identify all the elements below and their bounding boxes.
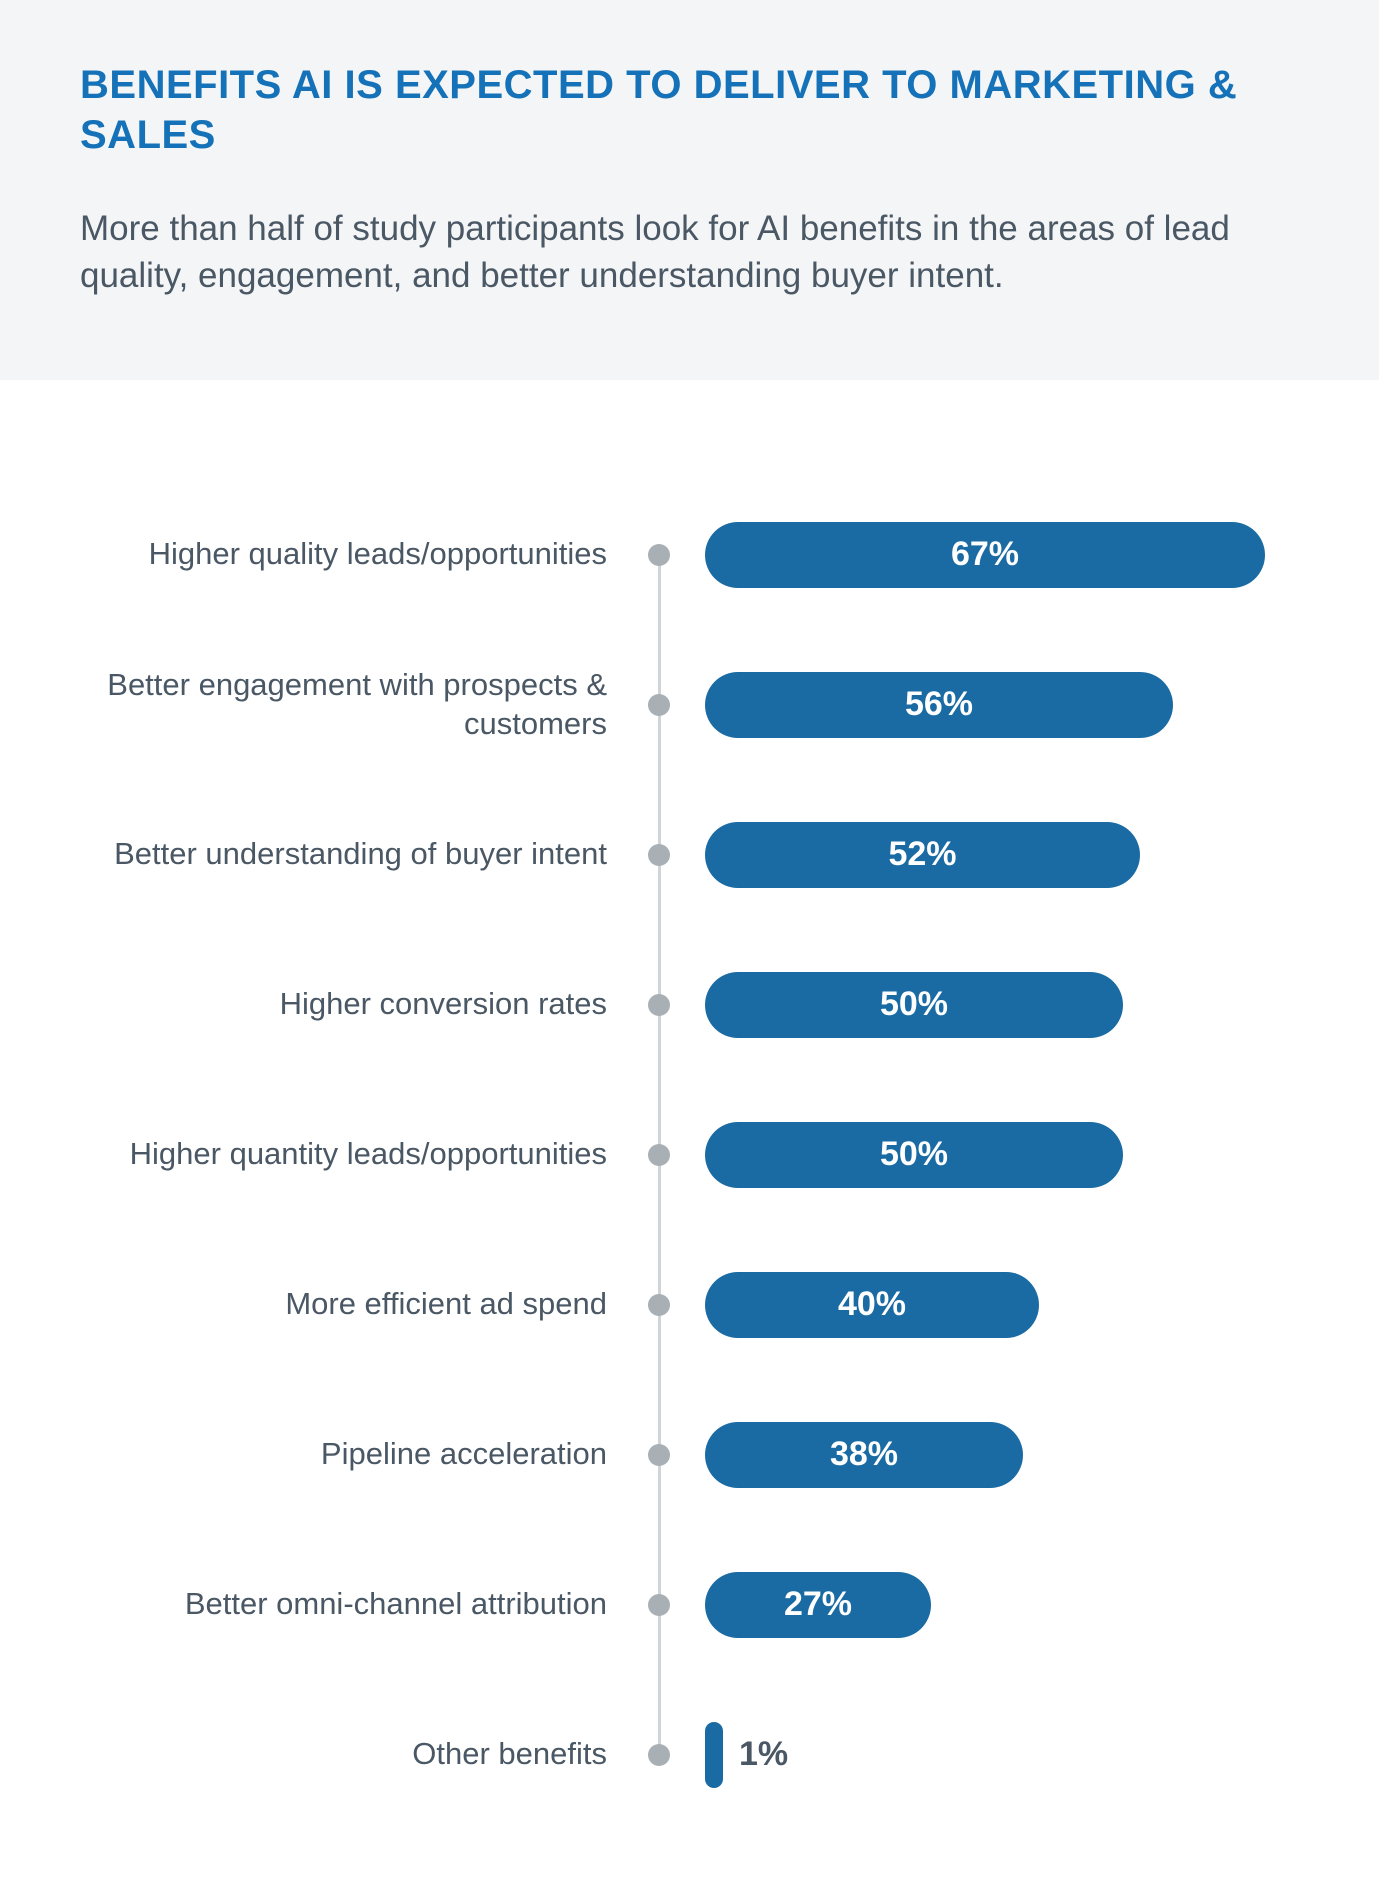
bar-label: Higher quantity leads/opportunities bbox=[60, 1135, 635, 1174]
bar-label: Higher conversion rates bbox=[60, 985, 635, 1024]
axis-dot-icon bbox=[648, 1744, 670, 1766]
bar-label: Better omni-channel attribution bbox=[60, 1585, 635, 1624]
bar-value: 56% bbox=[905, 685, 973, 724]
chart-subtitle: More than half of study participants loo… bbox=[80, 205, 1260, 300]
chart-row: Other benefits 1% 1% bbox=[60, 1680, 1319, 1830]
axis-dot-icon bbox=[648, 1294, 670, 1316]
bar-cell: 38%38% bbox=[683, 1422, 1319, 1488]
axis-cell bbox=[635, 780, 683, 930]
chart-row: Higher quality leads/opportunities 67%67% bbox=[60, 480, 1319, 630]
axis-cell bbox=[635, 930, 683, 1080]
bar-value: 40% bbox=[838, 1285, 906, 1324]
bar-cell: 40%40% bbox=[683, 1272, 1319, 1338]
bar-value: 50% bbox=[880, 985, 948, 1024]
bar: 27% bbox=[705, 1572, 931, 1638]
axis-cell bbox=[635, 1380, 683, 1530]
bar: 50% bbox=[705, 972, 1123, 1038]
bar-label: Pipeline acceleration bbox=[60, 1435, 635, 1474]
bar-label: More efficient ad spend bbox=[60, 1285, 635, 1324]
chart-row: Pipeline acceleration 38%38% bbox=[60, 1380, 1319, 1530]
axis-dot-icon bbox=[648, 1444, 670, 1466]
chart-row: Higher quantity leads/opportunities 50%50… bbox=[60, 1080, 1319, 1230]
bar-value: 27% bbox=[784, 1585, 852, 1624]
axis-cell bbox=[635, 1230, 683, 1380]
bar: 38% bbox=[705, 1422, 1023, 1488]
chart-row: Better engagement with prospects & custo… bbox=[60, 630, 1319, 780]
bar: 52% bbox=[705, 822, 1140, 888]
axis-cell bbox=[635, 1080, 683, 1230]
axis-dot-icon bbox=[648, 994, 670, 1016]
bar-value-outside: 1% bbox=[739, 1735, 788, 1774]
bar: 67% bbox=[705, 522, 1265, 588]
bar-cell: 1% 1% bbox=[683, 1722, 1319, 1788]
bar-label: Better understanding of buyer intent bbox=[60, 835, 635, 874]
bar: 40% bbox=[705, 1272, 1039, 1338]
axis-cell bbox=[635, 1680, 683, 1830]
axis-cell bbox=[635, 480, 683, 630]
bar-cell: 50%50% bbox=[683, 972, 1319, 1038]
bar: 56% bbox=[705, 672, 1173, 738]
bar-value: 50% bbox=[880, 1135, 948, 1174]
chart-title: BENEFITS AI IS EXPECTED TO DELIVER TO MA… bbox=[80, 60, 1299, 160]
axis-dot-icon bbox=[648, 844, 670, 866]
header-block: BENEFITS AI IS EXPECTED TO DELIVER TO MA… bbox=[0, 0, 1379, 380]
axis-dot-icon bbox=[648, 694, 670, 716]
bar-cell: 67%67% bbox=[683, 522, 1319, 588]
bar: 1% bbox=[705, 1722, 723, 1788]
axis-line bbox=[658, 555, 661, 630]
bar-cell: 52%52% bbox=[683, 822, 1319, 888]
axis-dot-icon bbox=[648, 1594, 670, 1616]
bar-label: Other benefits bbox=[60, 1735, 635, 1774]
bar-cell: 50%50% bbox=[683, 1122, 1319, 1188]
bar-label: Better engagement with prospects & custo… bbox=[60, 666, 635, 744]
bar-cell: 27%27% bbox=[683, 1572, 1319, 1638]
bar-chart: Higher quality leads/opportunities 67%67%… bbox=[0, 380, 1379, 1900]
bar-label: Higher quality leads/opportunities bbox=[60, 535, 635, 574]
axis-dot-icon bbox=[648, 544, 670, 566]
chart-row: Higher conversion rates 50%50% bbox=[60, 930, 1319, 1080]
chart-row: Better understanding of buyer intent 52%5… bbox=[60, 780, 1319, 930]
bar-value: 38% bbox=[830, 1435, 898, 1474]
chart-row: More efficient ad spend 40%40% bbox=[60, 1230, 1319, 1380]
bar-value: 67% bbox=[951, 535, 1019, 574]
chart-row: Better omni-channel attribution 27%27% bbox=[60, 1530, 1319, 1680]
bar-value: 52% bbox=[888, 835, 956, 874]
axis-dot-icon bbox=[648, 1144, 670, 1166]
axis-cell bbox=[635, 1530, 683, 1680]
bar: 50% bbox=[705, 1122, 1123, 1188]
axis-cell bbox=[635, 630, 683, 780]
bar-cell: 56%56% bbox=[683, 672, 1319, 738]
